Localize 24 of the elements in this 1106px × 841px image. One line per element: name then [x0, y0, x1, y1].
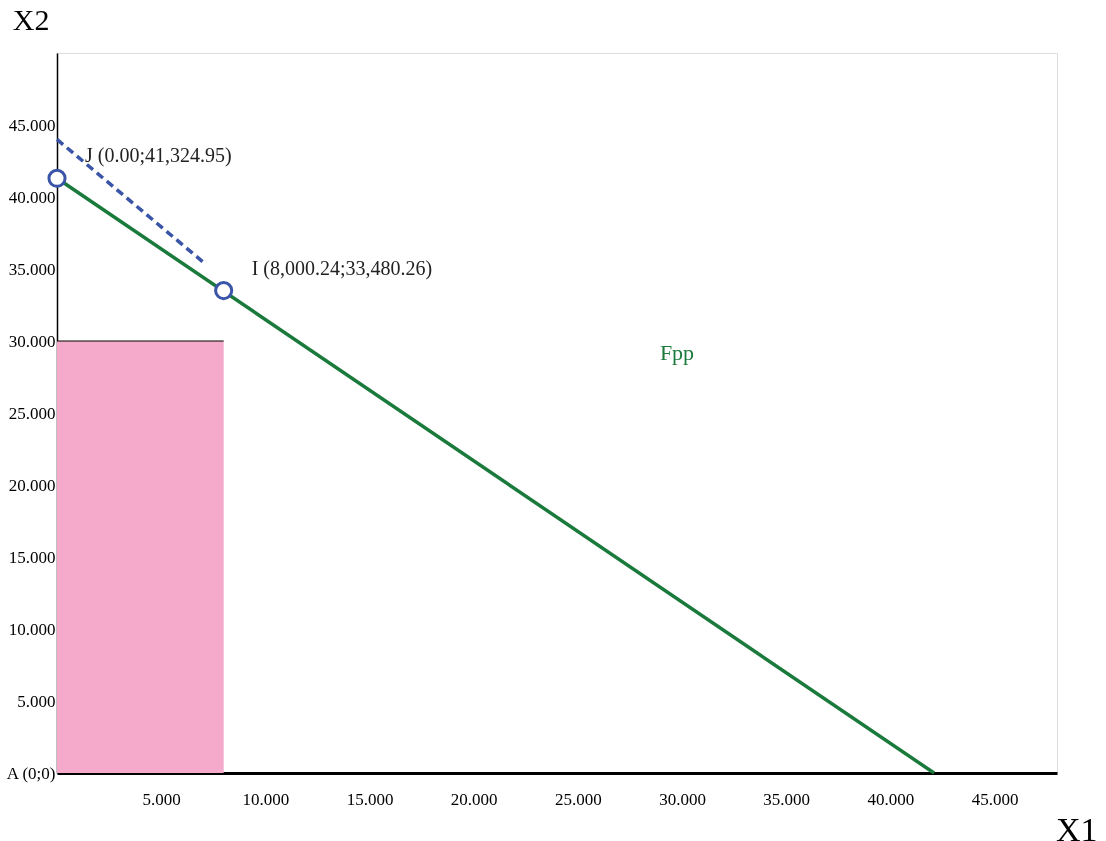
x-tick-label: 15.000	[346, 789, 394, 809]
y-tick-label: 35.000	[8, 259, 56, 279]
x-tick-label: 5.000	[142, 789, 181, 809]
x-tick-label: 35.000	[763, 789, 811, 809]
y-tick-label: 5.000	[17, 691, 56, 711]
x-tick-label: 10.000	[242, 789, 290, 809]
x-axis-title: X1	[1055, 810, 1098, 841]
y-tick-label: A (0;0)	[6, 763, 56, 783]
x-tick-label: 40.000	[867, 789, 915, 809]
y-tick-label: 25.000	[8, 403, 56, 423]
annotation: J (0.00;41,324.95)	[85, 144, 232, 168]
x-tick-label: 45.000	[971, 789, 1019, 809]
x-tick-label: 25.000	[554, 789, 602, 809]
y-tick-label: 45.000	[8, 115, 56, 135]
y-tick-label: 10.000	[8, 619, 56, 639]
y-tick-label: 40.000	[8, 187, 56, 207]
y-tick-label: 30.000	[8, 331, 56, 351]
y-axis-title: X2	[12, 2, 50, 36]
x-tick-label: 20.000	[450, 789, 498, 809]
annotation: Fpp	[659, 340, 695, 365]
annotation: I (8,000.24;33,480.26)	[251, 256, 433, 280]
y-tick-label: 15.000	[8, 547, 56, 567]
y-tick-label: 20.000	[8, 475, 56, 495]
x-tick-label: 30.000	[659, 789, 706, 809]
